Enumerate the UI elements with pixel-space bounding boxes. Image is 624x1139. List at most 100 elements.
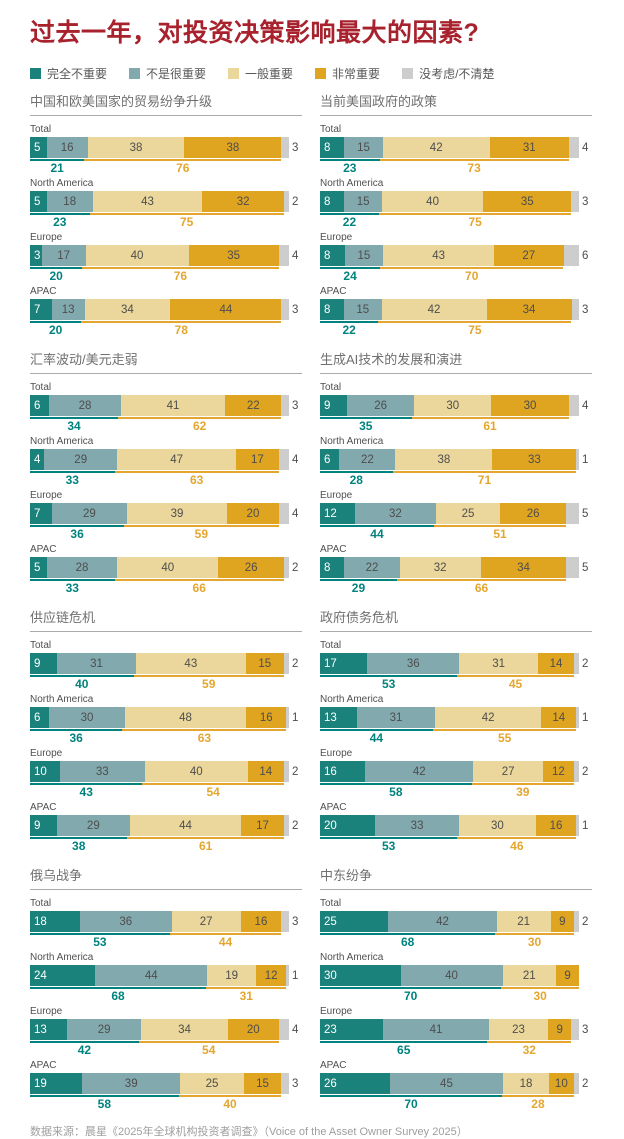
segment-value: 15 (357, 249, 371, 262)
sum-underlines (30, 471, 289, 474)
stacked-bar: 5 16 38 38 (30, 137, 290, 159)
overflow-value: 1 (292, 969, 299, 982)
unimportant-underline (320, 267, 381, 270)
bar-segment: 44 (129, 815, 242, 837)
bar-segment (576, 449, 579, 471)
bar-wrap: 6 28 41 22 3 34 62 (30, 395, 298, 433)
bar-row: APAC 8 22 32 34 5 29 66 (320, 544, 592, 595)
bar-segment: 30 (49, 707, 125, 729)
bar-segment: 32 (202, 191, 284, 213)
segment-value: 30 (523, 399, 537, 412)
panel-title: 中国和欧美国家的贸易纷争升级 (30, 91, 302, 117)
segment-value: 38 (226, 141, 240, 154)
segment-value: 26 (374, 399, 388, 412)
bar-segment (576, 707, 580, 729)
segment-value: 27 (199, 915, 213, 928)
unimportant-underline (320, 321, 379, 324)
unimportant-underline (320, 417, 412, 420)
row-label: North America (30, 436, 94, 448)
segment-value: 40 (426, 195, 439, 208)
bar-row: Total 17 36 31 14 2 53 45 (320, 640, 592, 691)
unimportant-underline (30, 783, 143, 786)
bar-row: North America 13 31 42 14 1 44 55 (320, 694, 592, 745)
bar-segment: 14 (247, 761, 284, 783)
segment-value: 30 (324, 969, 337, 982)
bar-segment: 42 (382, 137, 490, 159)
unimportant-underline (30, 213, 90, 216)
segment-value: 15 (356, 303, 370, 316)
segment-value: 34 (178, 1023, 191, 1036)
unimportant-sum: 58 (97, 1097, 112, 1112)
important-sum: 73 (467, 161, 481, 176)
segment-value: 41 (429, 1023, 443, 1036)
row-label: Europe (30, 490, 63, 502)
unimportant-sum: 20 (48, 323, 63, 338)
legend-swatch-icon (30, 68, 41, 80)
sum-underlines (320, 213, 579, 216)
bar-row: North America 5 18 43 32 2 23 75 (30, 178, 302, 229)
segment-value: 5 (34, 141, 41, 154)
row-label: North America (320, 694, 384, 706)
sum-underlines (30, 1041, 289, 1044)
overflow-value: 4 (292, 453, 299, 466)
important-sum: 45 (508, 677, 523, 692)
bar-segment: 18 (30, 911, 80, 933)
unimportant-sum: 23 (53, 215, 67, 230)
important-underline (122, 729, 287, 732)
stacked-bar: 8 22 32 34 (320, 557, 580, 579)
bar-segment: 31 (489, 137, 569, 159)
sum-underlines (320, 729, 579, 732)
sum-underlines (30, 933, 289, 936)
bar-segment: 19 (207, 965, 256, 987)
bar-wrap: 20 33 30 16 1 53 46 (320, 815, 588, 853)
important-underline (392, 471, 577, 474)
important-sum: 44 (218, 935, 233, 950)
segment-value: 3 (34, 249, 41, 262)
bar-segment: 15 (243, 1073, 282, 1095)
sum-underlines (30, 525, 289, 528)
bar-row: North America 30 40 21 9 70 30 (320, 952, 592, 1003)
segment-value: 8 (324, 561, 331, 574)
sum-labels: 33 63 (30, 474, 289, 487)
panel-title: 政府债务危机 (320, 607, 592, 633)
segment-value: 27 (501, 765, 515, 778)
important-underline (114, 471, 279, 474)
bar-segment: 23 (320, 1019, 384, 1041)
legend-label: 非常重要 (332, 67, 381, 82)
sum-underlines (320, 321, 579, 324)
important-underline (169, 933, 282, 936)
bar-segment: 25 (320, 911, 389, 933)
bar-row: North America 6 30 48 16 1 36 63 (30, 694, 302, 745)
bar-segment: 5 (30, 557, 47, 579)
row-label: APAC (320, 544, 347, 556)
segment-value: 42 (429, 141, 443, 154)
segment-value: 29 (82, 507, 96, 520)
segment-value: 43 (141, 195, 154, 208)
unimportant-sum: 35 (359, 419, 373, 434)
bar-segment: 12 (320, 503, 355, 525)
bar-row: North America 4 29 47 17 4 33 63 (30, 436, 302, 487)
legend-label: 完全不重要 (47, 67, 108, 82)
segment-value: 10 (34, 765, 47, 778)
bar-wrap: 17 36 31 14 2 53 45 (320, 653, 588, 692)
important-underline (471, 783, 574, 786)
bar-row: Europe 3 17 40 35 4 20 76 (30, 232, 302, 283)
important-sum: 75 (180, 215, 194, 230)
bar-segment: 8 (320, 137, 345, 159)
segment-value: 5 (34, 561, 41, 574)
bar-segment (566, 503, 579, 525)
legend-swatch-icon (129, 68, 141, 80)
bar-wrap: 5 18 43 32 2 23 75 (30, 191, 298, 230)
row-label: North America (30, 952, 94, 964)
stacked-bar: 8 15 43 27 (320, 245, 579, 267)
overflow-value: 1 (292, 711, 299, 724)
bar-segment: 6 (30, 395, 50, 417)
unimportant-underline (30, 321, 82, 324)
important-sum: 70 (465, 269, 479, 284)
sum-labels: 24 70 (320, 270, 579, 283)
important-underline (89, 213, 284, 216)
bar-segment: 25 (180, 1073, 244, 1095)
segment-value: 41 (166, 399, 180, 412)
overflow-value: 2 (292, 561, 299, 574)
bar-wrap: 8 15 40 35 3 22 75 (320, 191, 588, 229)
